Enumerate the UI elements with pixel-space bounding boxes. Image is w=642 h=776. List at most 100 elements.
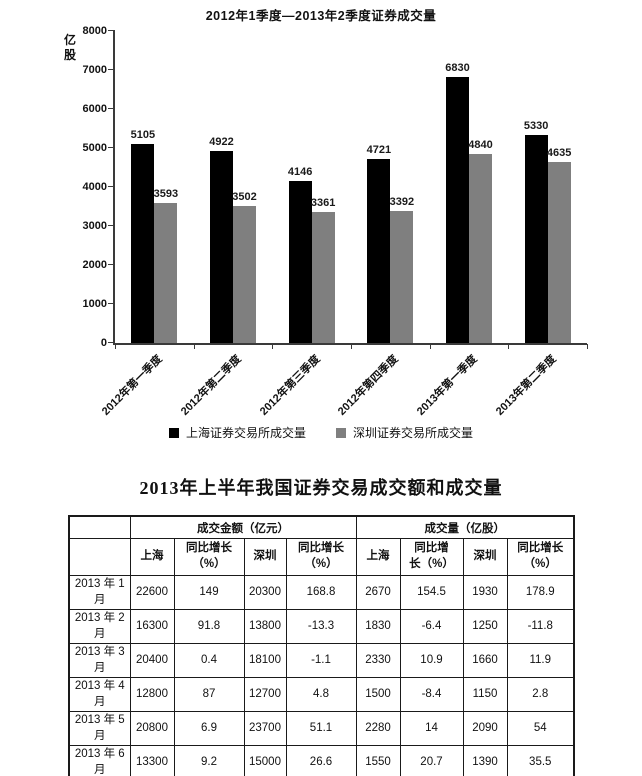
y-tick-label: 1000 — [82, 298, 107, 310]
table-cell: 15000 — [243, 745, 287, 776]
bar-shenzhen: 3593 — [154, 188, 178, 343]
bar-group: 4922 3502 — [209, 136, 257, 343]
y-tick-label: 2000 — [82, 259, 107, 271]
y-tick-label: 6000 — [82, 103, 107, 115]
table-cell: 20.7 — [399, 745, 464, 776]
table-cell: 16300 — [129, 609, 175, 645]
column-header: 深圳 — [243, 538, 287, 576]
legend-swatch-shanghai — [168, 427, 179, 438]
table-cell: 20400 — [129, 643, 175, 679]
x-tick-mark — [508, 344, 510, 349]
table-cell: 1930 — [462, 574, 508, 611]
table-row: 2013 年 5 月 20800 6.9 23700 51.1 2280 14 2090 54 — [68, 711, 575, 747]
row-label: 2013 年 1 月 — [68, 574, 131, 611]
table-row: 2013 年 3 月 20400 0.4 18100 -1.1 2330 10.9 1660 1… — [68, 643, 575, 679]
bar-shenzhen: 4840 — [468, 139, 493, 343]
y-tick-mark — [108, 147, 115, 148]
table-cell: 2330 — [355, 643, 401, 679]
x-tick-mark — [429, 344, 431, 349]
table-row: 2013 年 1 月 22600 149 20300 168.8 2670 154.5 193… — [68, 574, 575, 611]
group-header-amount: 成交金额（亿元） — [129, 515, 357, 539]
x-tick-mark — [587, 344, 588, 349]
y-tick-mark — [108, 264, 115, 265]
table-cell: -1.1 — [285, 643, 357, 679]
table-cell: 1550 — [355, 745, 401, 776]
bar-value-label: 3593 — [153, 187, 179, 200]
bar-value-label: 3392 — [389, 195, 415, 208]
table-cell: 1150 — [462, 677, 508, 713]
table-cell: -8.4 — [399, 677, 464, 713]
plot-area: 0 1000 2000 3000 4000 5000 6000 7000 8000 5105 359… — [83, 25, 588, 418]
table-section: 2013年上半年我国证券交易成交额和成交量 成交金额（亿元） 成交量（亿股） 上… — [0, 462, 642, 776]
table-cell: 54 — [506, 711, 575, 747]
table-cell: 12800 — [129, 677, 175, 713]
bar-shenzhen: 4635 — [547, 147, 571, 343]
y-axis-unit-label: 亿 股 — [64, 33, 77, 62]
table-cell: 2.8 — [506, 677, 575, 713]
table-row: 2013 年 2 月 16300 91.8 13800 -13.3 1830 -6.4 125… — [68, 609, 575, 645]
table-cell: 1830 — [355, 609, 401, 645]
bar-value-label: 4840 — [468, 139, 493, 152]
bar-group: 4146 3361 — [288, 166, 335, 343]
table-cell: 1250 — [462, 609, 508, 645]
table-cell: 26.6 — [285, 745, 357, 776]
bar-shanghai: 5105 — [131, 129, 155, 343]
x-tick-mark — [272, 344, 274, 349]
table-cell: 154.5 — [399, 574, 464, 611]
table-cell: 149 — [173, 574, 245, 611]
table-cell: -13.3 — [285, 609, 357, 645]
table-cell: 1660 — [462, 643, 508, 679]
bar-value-label: 3361 — [310, 196, 336, 209]
bar-group: 5330 4635 — [524, 120, 571, 343]
y-tick-label: 4000 — [82, 181, 107, 193]
bar-shanghai: 4721 — [367, 144, 391, 343]
table-cell: 20800 — [129, 711, 175, 747]
row-label: 2013 年 6 月 — [68, 745, 131, 776]
bar-shanghai: 4922 — [209, 136, 234, 343]
bar-shenzhen: 3361 — [311, 197, 335, 343]
bar-value-label: 4635 — [546, 147, 572, 160]
x-tick-mark — [351, 344, 352, 349]
bar-shenzhen: 3502 — [232, 191, 257, 343]
table-cell: 91.8 — [173, 609, 245, 645]
y-tick-label: 3000 — [82, 220, 107, 232]
table-cell: 1390 — [462, 745, 508, 776]
table-cell: 168.8 — [285, 574, 357, 611]
y-tick-mark — [108, 108, 115, 109]
x-tick-mark — [115, 344, 116, 349]
bar-value-label: 4922 — [209, 136, 234, 149]
table-cell: 20300 — [243, 574, 287, 611]
table-column-header-row: 上海 同比增长 （%） 深圳 同比增长 （%） 上海 同比增 长（%） 深圳 同比增长 （%） — [68, 538, 575, 576]
bar-shanghai: 4146 — [288, 166, 312, 343]
table-cell: 6.9 — [173, 711, 245, 747]
corner-cell — [68, 515, 131, 539]
legend-label-shenzhen: 深圳证券交易所成交量 — [353, 426, 474, 440]
x-tick-mark — [193, 344, 195, 349]
table-cell: 11.9 — [506, 643, 575, 679]
table-cell: 178.9 — [506, 574, 575, 611]
row-label: 2013 年 3 月 — [68, 643, 131, 679]
table-cell: 4.8 — [285, 677, 357, 713]
table-cell: 2090 — [462, 711, 508, 747]
table-cell: 87 — [173, 677, 245, 713]
table-cell: 14 — [399, 711, 464, 747]
column-header: 同比增长 （%） — [506, 538, 575, 576]
table-cell: 10.9 — [399, 643, 464, 679]
table-cell: 0.4 — [173, 643, 245, 679]
bar-value-label: 4146 — [287, 166, 313, 179]
column-header: 同比增长 （%） — [173, 538, 245, 576]
bar-value-label: 5105 — [130, 128, 156, 141]
bar-group: 5105 3593 — [131, 129, 178, 343]
bar-group: 6830 4840 — [445, 62, 493, 343]
bar-value-label: 5330 — [523, 120, 549, 133]
chart-legend: 上海证券交易所成交量 深圳证券交易所成交量 — [0, 424, 642, 441]
column-header: 同比增长 （%） — [285, 538, 357, 576]
table-group-header-row: 成交金额（亿元） 成交量（亿股） — [68, 515, 575, 539]
bar-shenzhen: 3392 — [390, 196, 414, 343]
bar-shanghai: 6830 — [445, 62, 470, 343]
y-tick-mark — [108, 30, 115, 31]
data-table: 成交金额（亿元） 成交量（亿股） 上海 同比增长 （%） 深圳 同比增长 （%） 上海同… — [68, 515, 575, 776]
column-header: 同比增 长（%） — [399, 538, 464, 576]
table-cell: 9.2 — [173, 745, 245, 776]
table-row: 2013 年 4 月 12800 87 12700 4.8 1500 -8.4 1150 2.8 — [68, 677, 575, 713]
